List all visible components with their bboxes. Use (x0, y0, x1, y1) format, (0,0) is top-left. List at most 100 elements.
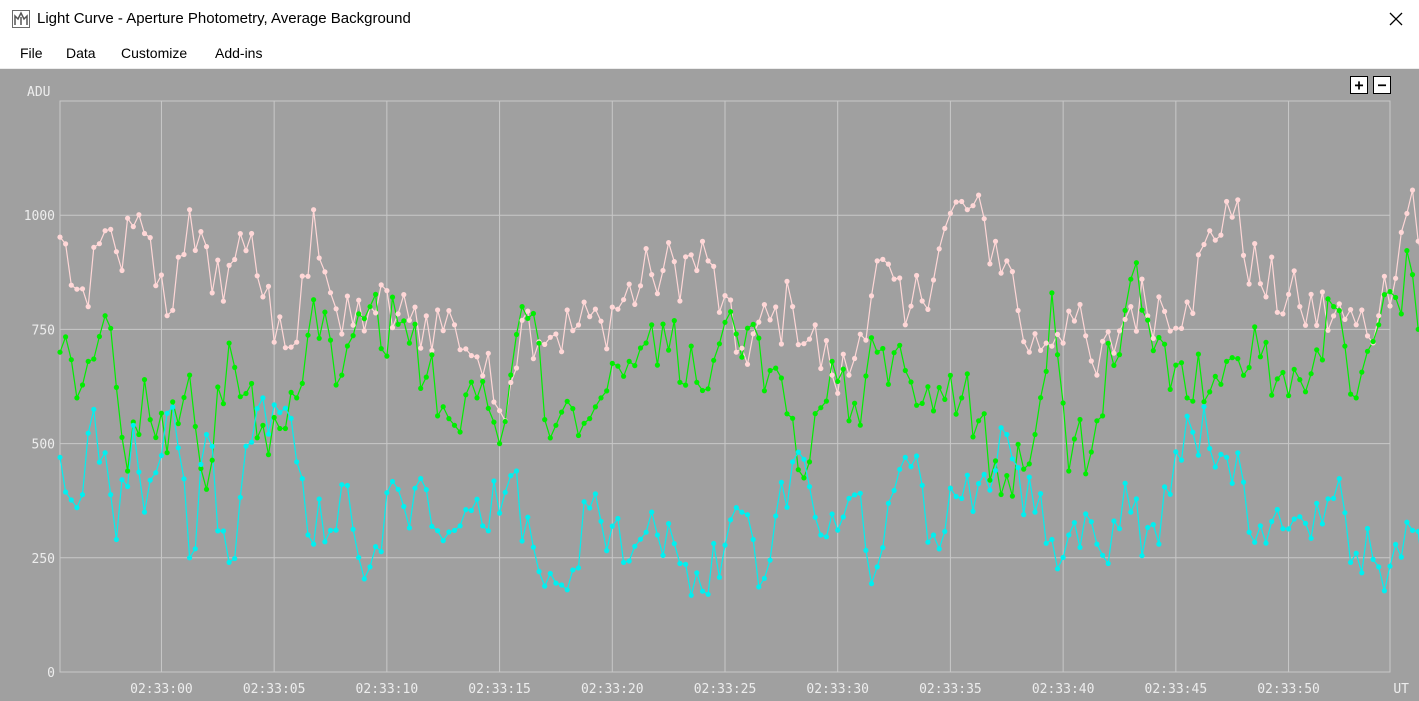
data-point (1291, 268, 1297, 274)
data-point (282, 405, 288, 411)
data-point (1032, 509, 1038, 515)
data-point (666, 521, 672, 527)
data-point (63, 334, 69, 340)
data-point (784, 278, 790, 284)
data-point (530, 544, 537, 550)
data-point (1415, 528, 1419, 534)
data-point (1359, 570, 1365, 576)
menu-customize[interactable]: Customize (121, 45, 188, 61)
data-point (480, 373, 486, 379)
menu-data[interactable]: Data (66, 45, 96, 61)
data-point (277, 409, 283, 416)
data-point (1139, 553, 1145, 559)
data-point (181, 476, 187, 482)
data-point (198, 461, 204, 467)
data-point (784, 411, 790, 417)
data-point (1190, 310, 1196, 316)
data-point (885, 500, 892, 506)
data-point (265, 431, 272, 437)
data-point (316, 255, 322, 261)
data-point (525, 315, 531, 321)
data-point (429, 347, 435, 354)
data-point (344, 343, 350, 349)
data-point (147, 417, 153, 423)
data-point (1314, 322, 1320, 328)
data-point (1207, 389, 1213, 395)
data-point (1404, 519, 1410, 525)
data-point (1038, 491, 1044, 497)
data-point (68, 282, 74, 288)
data-point (1139, 276, 1145, 282)
data-point (711, 263, 717, 269)
data-point (418, 385, 424, 391)
data-point (1398, 311, 1404, 317)
data-point (778, 375, 785, 381)
data-point (835, 527, 841, 533)
zoom-in-button[interactable]: + (1350, 76, 1368, 94)
data-point (265, 452, 272, 458)
data-point (621, 373, 627, 379)
data-point (181, 394, 187, 401)
data-point (209, 290, 215, 296)
data-point (925, 306, 931, 312)
close-button[interactable] (1383, 6, 1409, 32)
data-point (299, 273, 305, 279)
zoom-out-button[interactable]: − (1373, 76, 1391, 94)
data-point (733, 505, 739, 511)
data-point (1049, 290, 1055, 296)
data-point (795, 342, 801, 348)
data-point (1353, 322, 1359, 328)
data-point (1167, 491, 1173, 497)
data-point (897, 275, 903, 281)
data-point (243, 390, 249, 397)
data-point (497, 408, 503, 414)
data-point (1128, 276, 1134, 282)
data-point (891, 350, 897, 356)
data-point (412, 304, 418, 310)
y-tick-label: 1000 (24, 209, 55, 224)
data-point (778, 479, 785, 485)
data-point (959, 198, 965, 205)
data-point (942, 225, 948, 231)
data-point (158, 452, 164, 459)
data-point (874, 258, 880, 264)
data-point (1060, 340, 1066, 346)
y-tick-label: 0 (47, 666, 55, 681)
data-point (1032, 431, 1038, 438)
data-point (1359, 369, 1365, 375)
data-point (1128, 509, 1134, 515)
data-point (237, 494, 243, 500)
data-point (361, 316, 367, 322)
data-point (1409, 187, 1416, 193)
data-point (598, 395, 604, 401)
data-point (1111, 350, 1117, 356)
data-point (175, 421, 181, 427)
data-point (587, 314, 593, 320)
data-point (119, 434, 125, 440)
data-point (998, 270, 1004, 276)
data-point (626, 281, 632, 287)
data-point (694, 267, 700, 274)
data-point (852, 492, 858, 498)
data-point (1381, 588, 1387, 594)
data-point (1015, 307, 1021, 314)
plot-area[interactable]: 0 250 500 750 1000 02:33:00 02:33:05 02:33:10 02… (0, 69, 1419, 701)
menu-file[interactable]: File (20, 45, 43, 61)
data-point (1054, 352, 1061, 358)
data-point (716, 309, 723, 315)
data-point (1393, 294, 1399, 301)
data-point (468, 379, 474, 385)
data-point (1229, 355, 1235, 361)
data-point (423, 374, 429, 380)
data-point (1224, 358, 1230, 364)
data-point (350, 526, 356, 532)
data-point (1038, 347, 1044, 353)
x-tick-label: 02:33:05 (243, 682, 306, 697)
x-tick-label: 02:33:00 (130, 682, 193, 697)
data-point (440, 538, 446, 544)
data-point (739, 354, 745, 360)
data-point (356, 554, 362, 561)
data-point (378, 346, 384, 352)
data-point (637, 536, 644, 542)
menu-add-ins[interactable]: Add-ins (215, 45, 263, 61)
